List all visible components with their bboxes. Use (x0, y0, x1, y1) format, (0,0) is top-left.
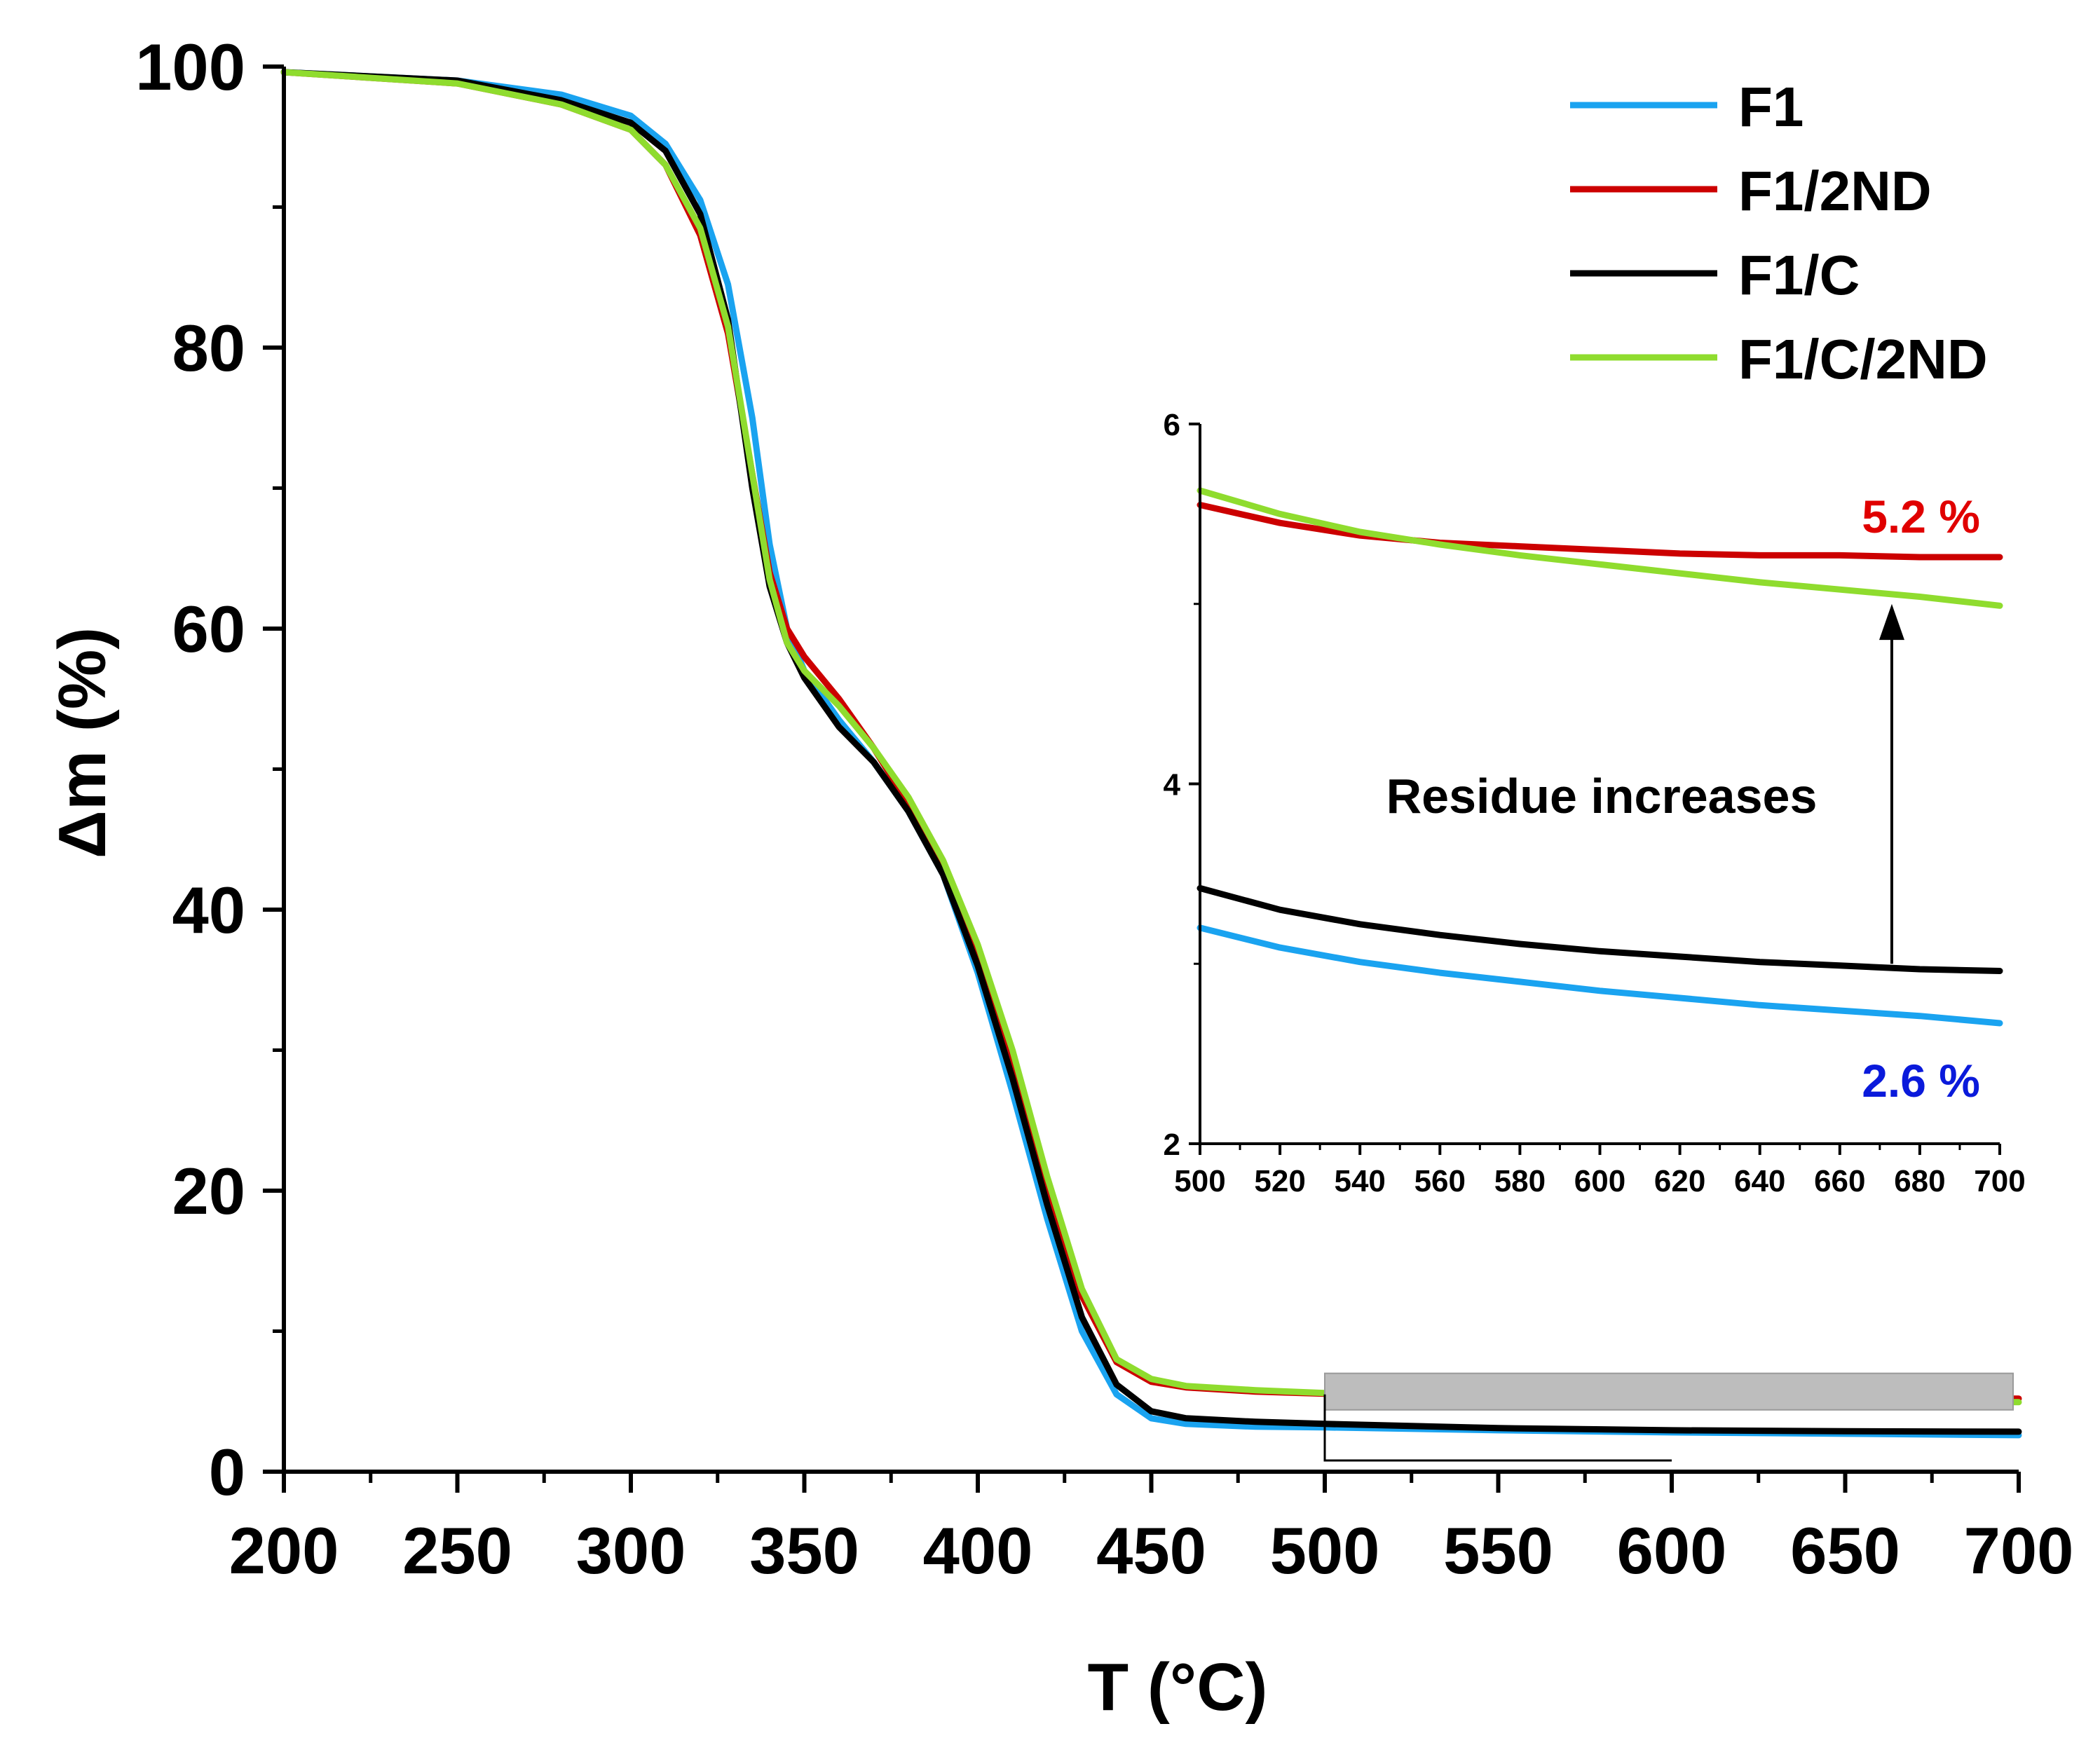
inset-x-tick-label: 680 (1894, 1164, 1945, 1198)
y-tick-label: 0 (209, 1435, 245, 1509)
x-tick-label: 200 (229, 1514, 339, 1587)
x-tick-label: 450 (1096, 1514, 1206, 1587)
inset-x-tick-label: 620 (1654, 1164, 1705, 1198)
inset-line-f1 (1196, 924, 2003, 1027)
inset-x-tick-label: 560 (1414, 1164, 1466, 1198)
residue-low-label: 2.6 % (1862, 1055, 1980, 1107)
zoom-highlight-rect (1324, 1372, 2014, 1411)
x-tick-label: 350 (749, 1514, 859, 1587)
inset-x-tick-label: 520 (1254, 1164, 1305, 1198)
y-tick-label: 20 (172, 1154, 245, 1228)
inset-x-tick-label: 500 (1174, 1164, 1225, 1198)
zoom-region-box (1323, 1372, 2014, 1462)
x-tick-label: 700 (1964, 1514, 2074, 1587)
x-tick-label: 600 (1617, 1514, 1727, 1587)
series-line-f1-c (280, 69, 2022, 1435)
inset-x-tick-label: 600 (1574, 1164, 1625, 1198)
inset-plot: 500 520 540 560 580 600 620 640 660 680 700 2 4 6 5.2… (1164, 408, 2026, 1198)
inset-x-tick-label: 580 (1494, 1164, 1546, 1198)
legend-label: F1/C (1738, 244, 1860, 306)
inset-y-tick-label: 2 (1164, 1128, 1180, 1162)
x-tick-label: 550 (1443, 1514, 1553, 1587)
zoom-bracket-line (1323, 1394, 1672, 1462)
arrow-head (1879, 603, 1904, 641)
legend-label: F1/2ND (1738, 160, 1932, 222)
main-series-lines (280, 69, 2022, 1439)
x-tick-label: 500 (1270, 1514, 1380, 1587)
y-tick-label: 80 (172, 311, 245, 385)
y-tick-label: 40 (172, 873, 245, 947)
inset-x-tick-label: 540 (1334, 1164, 1385, 1198)
inset-series-lines (1196, 487, 2003, 1027)
main-plot: 200 250 300 350 400 450 500 550 600 650 700 0 20 40 60… (135, 30, 2073, 1587)
inset-line-f1-c-2nd (1196, 487, 2003, 609)
legend-label: F1/C/2ND (1738, 328, 1988, 390)
y-axis-title: Δm (%) (45, 627, 120, 858)
legend: F1 F1/2ND F1/C F1/C/2ND (1570, 76, 1988, 390)
main-ticks: 200 250 300 350 400 450 500 550 600 650 700 0 20 40 60… (135, 30, 2073, 1587)
x-tick-label: 400 (923, 1514, 1033, 1587)
inset-x-tick-label: 660 (1814, 1164, 1865, 1198)
x-tick-label: 250 (402, 1514, 512, 1587)
x-tick-label: 650 (1790, 1514, 1900, 1587)
inset-line-f1-2nd (1196, 502, 2003, 561)
up-arrow (1879, 603, 1904, 964)
residue-high-label: 5.2 % (1862, 491, 1980, 542)
inset-x-tick-label: 640 (1734, 1164, 1785, 1198)
legend-label: F1 (1738, 76, 1804, 138)
inset-x-tick-label: 700 (1974, 1164, 2025, 1198)
series-line-f1-c-2nd (280, 69, 2022, 1406)
inset-line-f1-c (1196, 884, 2003, 974)
y-tick-label: 60 (172, 592, 245, 666)
residue-increases-label: Residue increases (1386, 769, 1818, 823)
x-tick-label: 300 (576, 1514, 686, 1587)
inset-ticks: 500 520 540 560 580 600 620 640 660 680 700 2 4 6 (1164, 408, 2026, 1198)
x-axis-title: T (°C) (1088, 1650, 1268, 1725)
inset-y-tick-label: 4 (1164, 768, 1181, 802)
inset-y-tick-label: 6 (1164, 408, 1180, 442)
y-tick-label: 100 (135, 30, 245, 104)
